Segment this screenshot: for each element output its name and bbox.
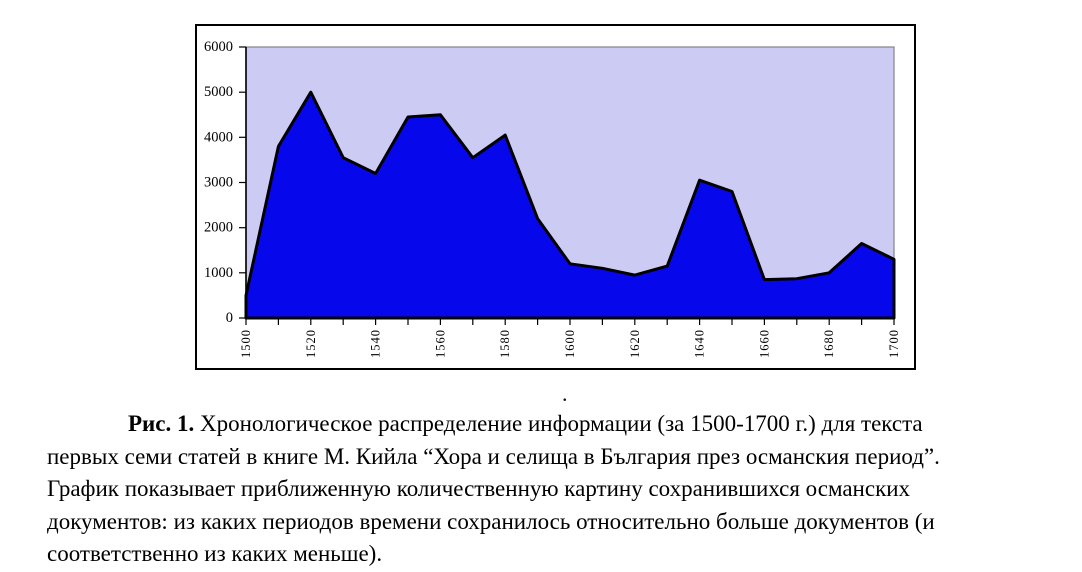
y-tick-label: 6000 [204, 39, 233, 55]
x-tick-label: 1540 [369, 329, 383, 358]
chart-svg: 0 1000 2000 3000 4000 5000 6000 1500 1520 1540 156… [204, 39, 901, 358]
caption-line: документов: из каких периодов времени со… [47, 508, 935, 534]
caption-line: соответственно из каких меньше). [47, 541, 383, 566]
y-tick-label: 1000 [204, 265, 233, 281]
y-tick-label: 5000 [204, 84, 233, 100]
caption-figure-label: Рис. 1. [128, 411, 195, 436]
chart-figure: 0 1000 2000 3000 4000 5000 6000 1500 1520 1540 156… [195, 24, 916, 370]
x-tick-label: 1500 [239, 329, 253, 358]
x-tick-label: 1520 [304, 329, 318, 358]
figure-caption: Рис. 1. Хронологическое распределение ин… [47, 408, 1061, 571]
x-tick-label: 1660 [757, 329, 771, 358]
x-tick-label: 1700 [887, 329, 901, 358]
x-tick-label: 1600 [563, 329, 577, 358]
y-tick-label: 0 [226, 310, 233, 326]
caption-line: График показывает приближенную количеств… [47, 476, 911, 501]
x-tick-label: 1580 [498, 329, 512, 358]
caption-line-text: Хронологическое распределение информации… [200, 411, 923, 436]
x-tick-label: 1620 [628, 329, 642, 358]
area-series [244, 90, 896, 320]
y-tick-label: 3000 [204, 175, 233, 191]
x-tick-label: 1680 [822, 329, 836, 358]
stray-period: . [562, 381, 568, 406]
x-tick-label: 1640 [693, 329, 707, 358]
caption-line: первых семи статей в книге М. Кийла “Хор… [47, 443, 940, 469]
y-tick-label: 2000 [204, 220, 233, 236]
y-tick-label: 4000 [204, 129, 233, 145]
caption-line: Рис. 1. Хронологическое распределение ин… [47, 408, 1061, 441]
x-tick-label: 1560 [433, 329, 447, 358]
